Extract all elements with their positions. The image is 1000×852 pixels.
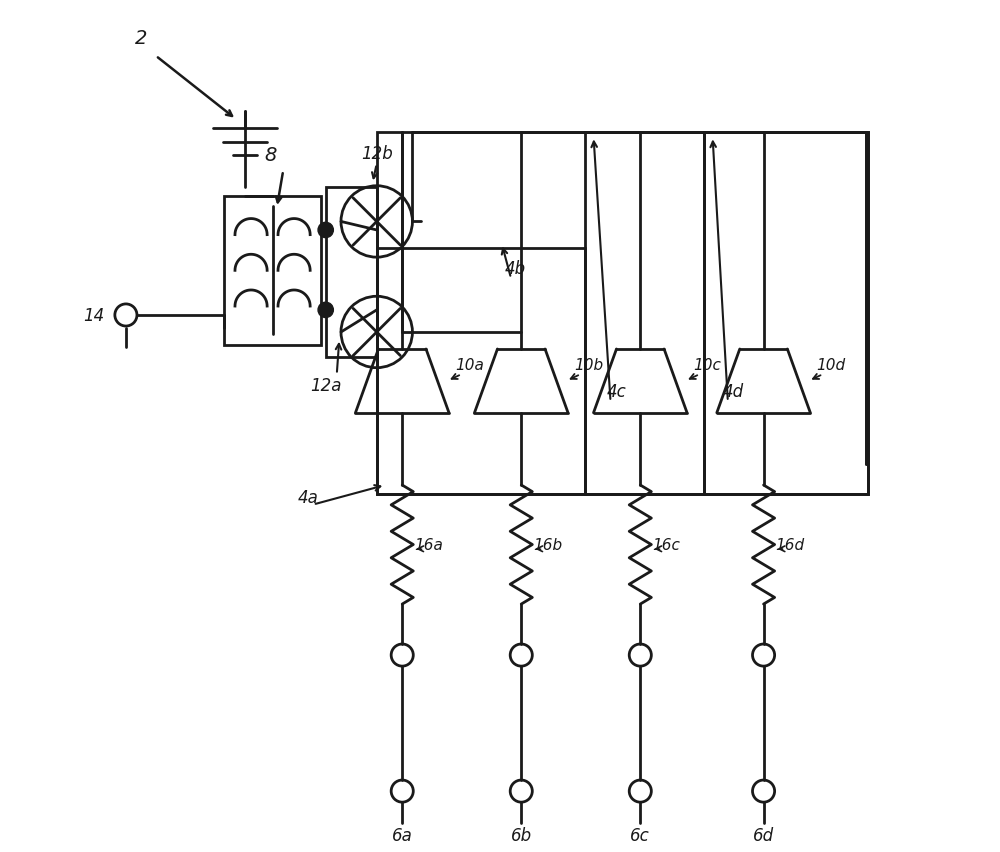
Text: 4b: 4b	[504, 259, 525, 278]
Circle shape	[318, 223, 333, 239]
Bar	[704, 133, 868, 494]
Text: 2: 2	[135, 29, 147, 48]
Text: 10c: 10c	[693, 358, 721, 373]
Text: 14: 14	[83, 307, 105, 325]
Text: 4a: 4a	[298, 489, 319, 507]
Text: 12a: 12a	[310, 377, 341, 394]
Bar	[326, 188, 377, 358]
Text: 16c: 16c	[652, 538, 680, 552]
Circle shape	[318, 302, 333, 318]
Text: 8: 8	[264, 146, 277, 164]
Bar	[377, 133, 868, 494]
Text: 6a: 6a	[392, 826, 413, 844]
Text: 16d: 16d	[775, 538, 805, 552]
Bar	[377, 249, 585, 494]
Text: 6b: 6b	[511, 826, 532, 844]
Text: 6c: 6c	[630, 826, 650, 844]
Text: 10b: 10b	[574, 358, 603, 373]
Text: 6d: 6d	[753, 826, 774, 844]
Bar	[224, 197, 321, 345]
Text: 4d: 4d	[723, 383, 744, 400]
Text: 10a: 10a	[455, 358, 484, 373]
Text: 12b: 12b	[361, 145, 393, 163]
Bar	[585, 133, 704, 494]
Text: 16a: 16a	[414, 538, 443, 552]
Text: 16b: 16b	[533, 538, 562, 552]
Text: 4c: 4c	[606, 383, 626, 400]
Text: 10d: 10d	[816, 358, 845, 373]
